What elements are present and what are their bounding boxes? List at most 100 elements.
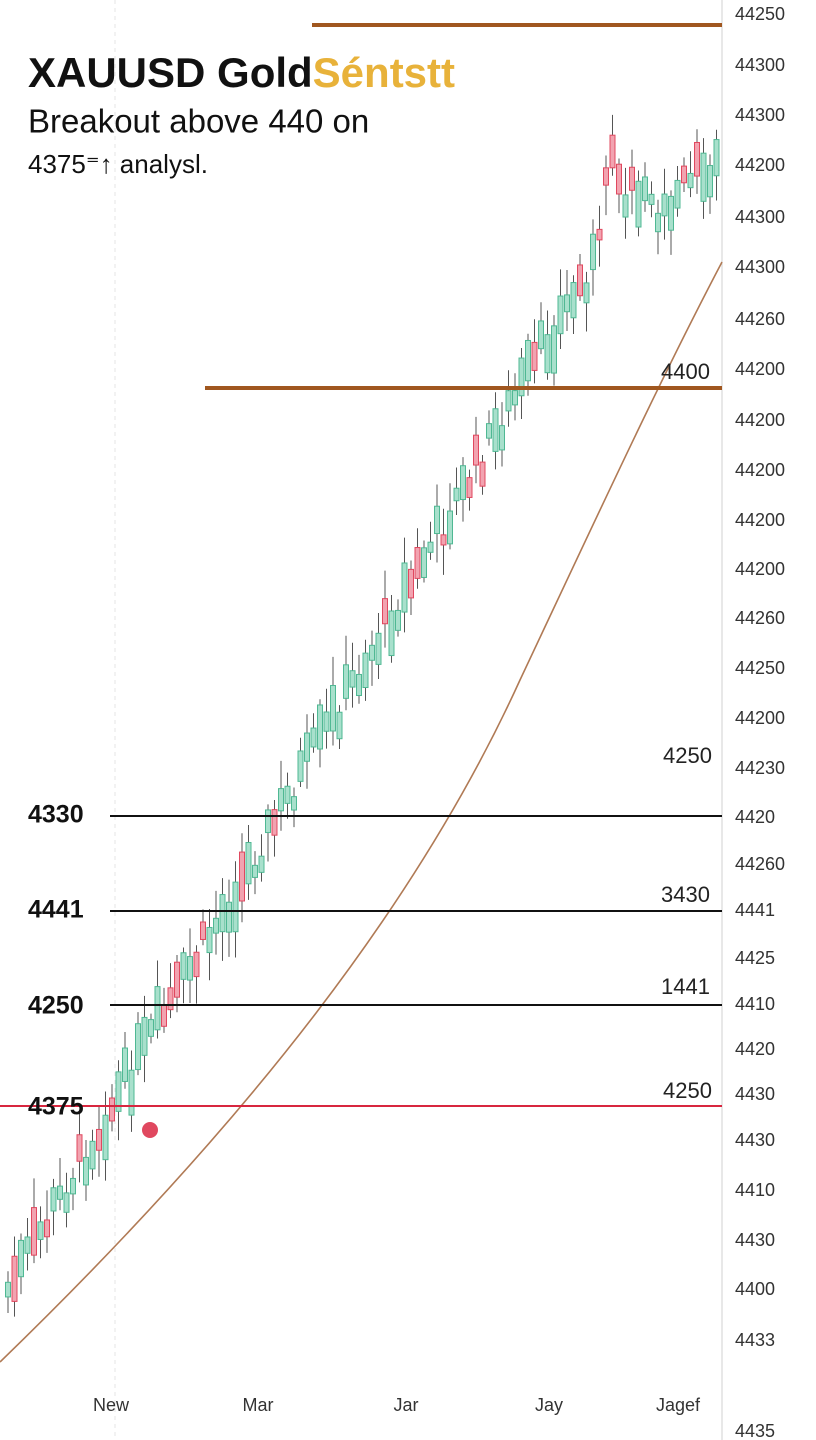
y-tick-label: 4420 [735, 807, 775, 827]
candle-body [648, 193, 655, 205]
candle-body [206, 926, 213, 954]
candle-body [83, 1156, 89, 1186]
candle-body [590, 233, 596, 271]
candle-body [616, 163, 622, 195]
y-tick-label: 4433 [735, 1330, 775, 1350]
y-tick-label: 4420 [735, 1039, 775, 1059]
candle-body [388, 610, 395, 657]
candle-body [31, 1207, 37, 1256]
candle-body [707, 165, 713, 198]
y-tick-label: 44200 [735, 460, 785, 480]
y-tick-label: 44200 [735, 410, 785, 430]
title-main: XAUUSD Gold [28, 49, 313, 96]
candle-body [245, 842, 252, 885]
title-accent: Séntstt [313, 49, 455, 96]
candle-body [141, 1016, 148, 1056]
candle-body [148, 1019, 154, 1037]
subtitle: Breakout above 440 on [28, 103, 369, 140]
candle-body [642, 176, 648, 202]
x-tick-label: Jagef [656, 1395, 701, 1415]
y-tick-label: 44200 [735, 559, 785, 579]
candle-body [271, 809, 278, 836]
candle-body [180, 952, 187, 980]
candle-body [466, 477, 473, 498]
candle-body [570, 282, 577, 319]
candle-body [655, 212, 661, 233]
candle-body [564, 294, 570, 313]
candle-body [226, 901, 232, 933]
candle-body [193, 951, 200, 978]
candle-body [265, 809, 271, 834]
candle-body [531, 341, 538, 371]
level-label: 4375 [28, 1093, 84, 1121]
candle-body [187, 956, 193, 981]
candle-body [518, 357, 525, 397]
candle-body [11, 1255, 18, 1302]
moving-average [0, 261, 723, 1363]
level-label-right: 1441 [661, 974, 710, 999]
candle-body [37, 1221, 44, 1240]
y-tick-label: 4400 [735, 1279, 775, 1299]
candle-body [421, 547, 427, 578]
candle-body [44, 1219, 50, 1238]
candle-body [440, 534, 447, 546]
y-tick-label: 44300 [735, 257, 785, 277]
candle-body [479, 461, 486, 487]
y-tick-label: 44300 [735, 207, 785, 227]
y-tick-label: 44260 [735, 309, 785, 329]
y-tick-label: 44200 [735, 708, 785, 728]
candle-body [76, 1134, 83, 1162]
candle-body [401, 562, 408, 613]
level-label: 4330 [28, 801, 84, 829]
candle-body [414, 547, 421, 579]
candles [5, 114, 720, 1317]
candle-body [24, 1236, 31, 1254]
candle-body [486, 423, 492, 439]
y-tick-label: 44260 [735, 854, 785, 874]
candle-body [622, 194, 629, 218]
candle-body [70, 1177, 76, 1195]
candle-body [512, 390, 518, 406]
candle-body [473, 434, 479, 466]
candle-body [252, 864, 258, 878]
candle-body [310, 727, 317, 748]
candle-body [395, 609, 401, 631]
candle-body [297, 750, 304, 782]
candle-body [50, 1187, 57, 1212]
candle-body [629, 166, 635, 191]
candle-body [5, 1281, 11, 1298]
y-tick-label: 44200 [735, 359, 785, 379]
candle-body [174, 961, 180, 998]
level-label-right: 4250 [663, 1078, 712, 1103]
candle-body [154, 986, 161, 1031]
y-tick-label: 44250 [735, 4, 785, 24]
candle-body [96, 1128, 102, 1151]
candle-body [356, 673, 362, 697]
x-tick-label: Mar [243, 1395, 274, 1415]
candle-body [687, 172, 694, 189]
candle-body [538, 320, 544, 350]
y-tick-label: 4410 [735, 994, 775, 1014]
candle-body [239, 851, 245, 902]
y-tick-label: 44200 [735, 510, 785, 530]
candle-body [674, 179, 681, 209]
candle-body [583, 282, 590, 304]
level-label-right: 4250 [663, 743, 712, 768]
candle-body [492, 408, 499, 452]
candle-body [102, 1114, 109, 1161]
candle-body [427, 541, 434, 553]
candle-body [453, 487, 460, 502]
level-label-right: 3430 [661, 882, 710, 907]
candle-body [661, 193, 668, 217]
candle-body [635, 180, 642, 228]
candle-body [460, 465, 466, 501]
candle-body [681, 165, 687, 184]
candle-body [343, 664, 349, 699]
candle-body [161, 1004, 167, 1027]
candle-body [505, 390, 512, 412]
candle-body [447, 510, 453, 545]
candle-body [304, 732, 310, 762]
candle-body [408, 568, 414, 599]
